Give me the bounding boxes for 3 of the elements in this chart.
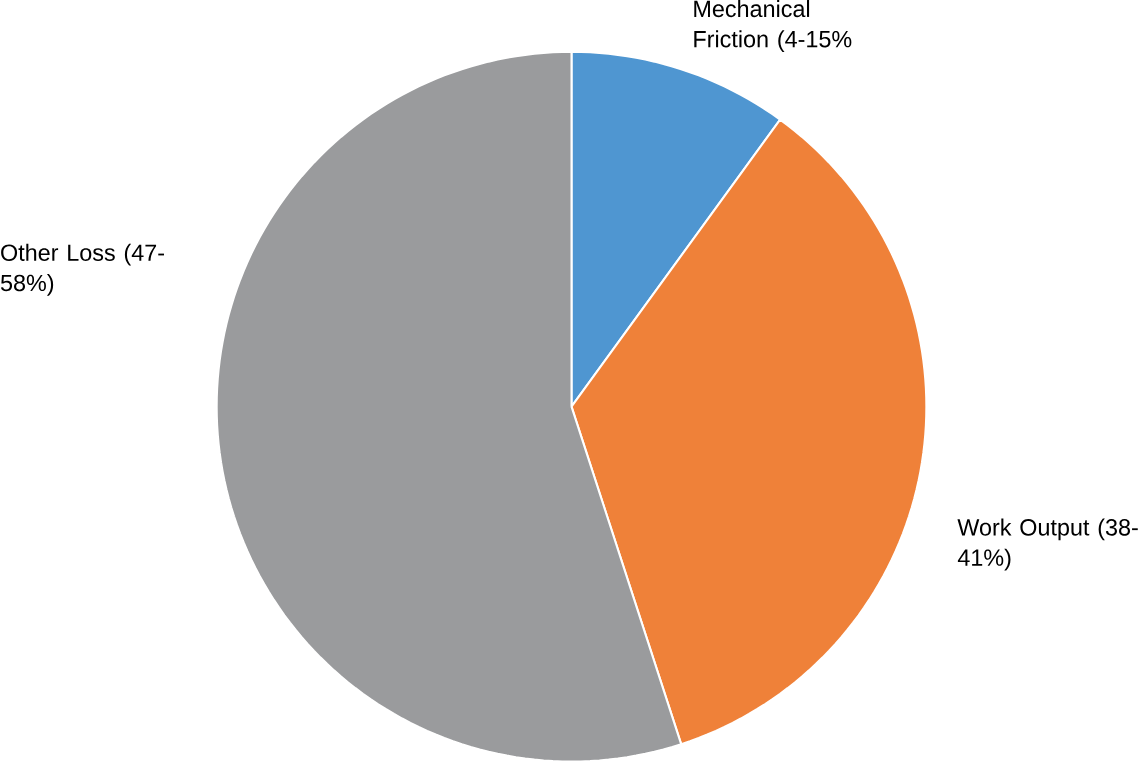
slice-label: Work Output (38-41%) [957, 518, 1138, 571]
slice-label: Mechanical Friction (4-15% [694, 0, 852, 53]
slice-label: Other Loss (47-58%) [0, 244, 164, 297]
